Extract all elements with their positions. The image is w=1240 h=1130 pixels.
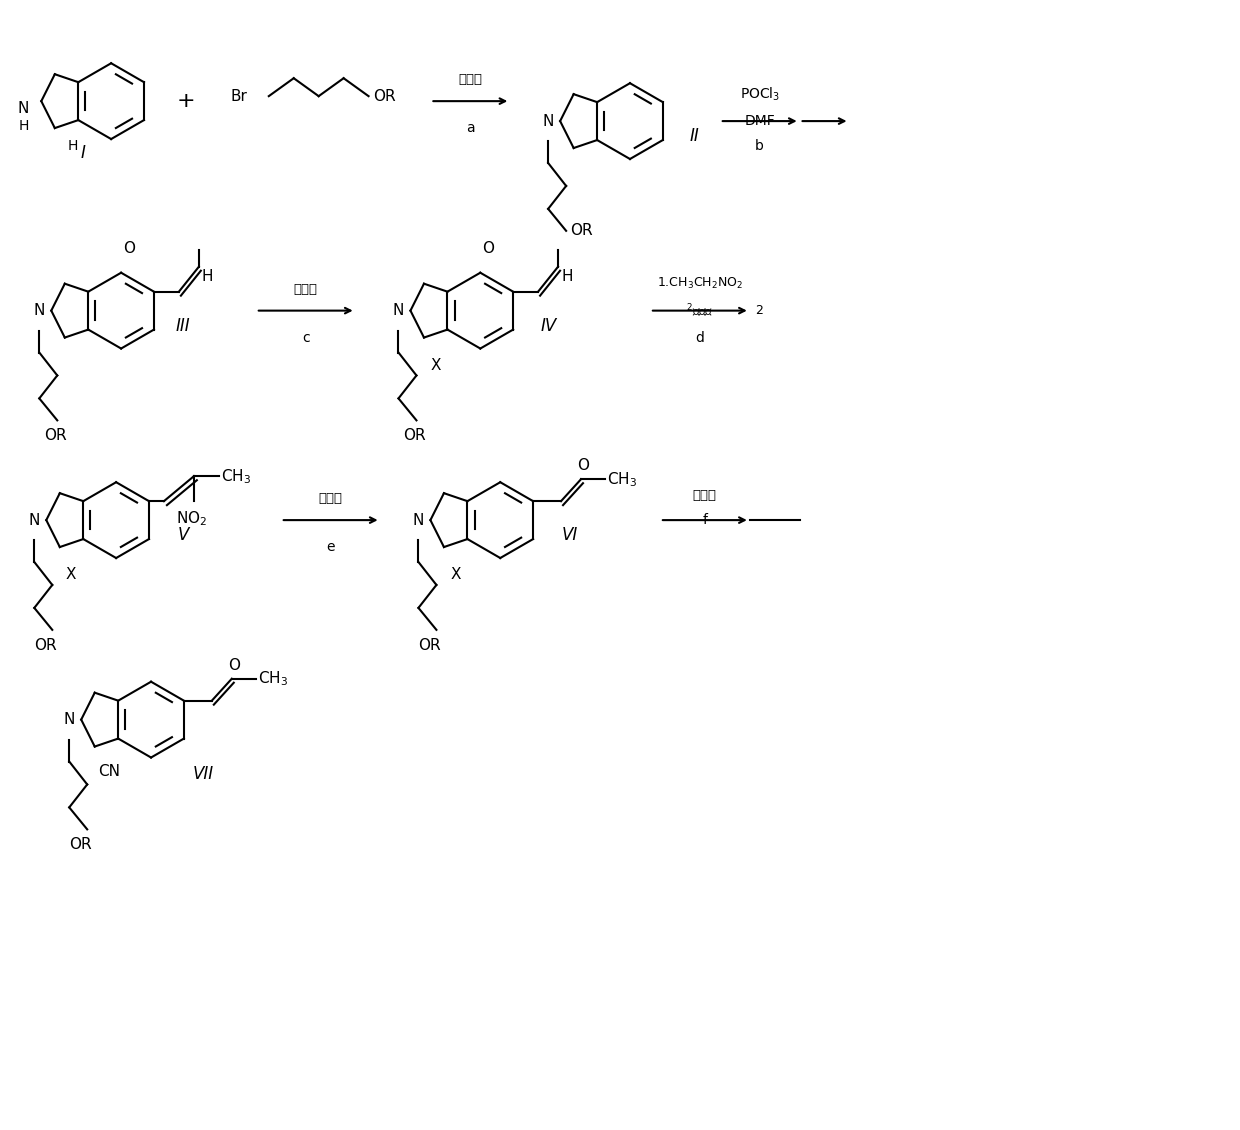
Text: OR: OR (570, 224, 593, 238)
Text: +: + (176, 92, 195, 111)
Text: OR: OR (35, 637, 57, 653)
Text: N: N (393, 303, 404, 319)
Text: N: N (542, 114, 554, 129)
Text: VII: VII (193, 765, 215, 783)
Text: H: H (68, 139, 78, 153)
Text: N: N (17, 101, 29, 115)
Text: O: O (123, 242, 135, 257)
Text: OR: OR (373, 88, 396, 104)
Text: OR: OR (45, 428, 67, 443)
Text: 氰化剂: 氰化剂 (693, 489, 717, 502)
Text: X: X (430, 358, 440, 373)
Text: I: I (81, 144, 86, 162)
Text: X: X (450, 567, 460, 582)
Text: CN: CN (98, 764, 120, 779)
Text: OR: OR (418, 637, 441, 653)
Text: O: O (577, 459, 589, 473)
Text: POCl$_3$: POCl$_3$ (739, 86, 780, 103)
Text: III: III (176, 316, 191, 334)
Text: CH$_3$: CH$_3$ (606, 470, 637, 488)
Text: 还原剂: 还原剂 (319, 493, 342, 505)
Text: DMF: DMF (744, 114, 775, 128)
Text: O: O (482, 242, 495, 257)
Text: 2: 2 (755, 304, 763, 318)
Text: N: N (29, 513, 40, 528)
Text: II: II (689, 127, 699, 145)
Text: V: V (179, 527, 190, 544)
Text: 缚酸剂: 缚酸剂 (459, 73, 482, 86)
Text: X: X (66, 567, 77, 582)
Text: NO$_2$: NO$_2$ (176, 510, 207, 528)
Text: N: N (33, 303, 45, 319)
Text: b: b (755, 139, 764, 153)
Text: H: H (202, 269, 213, 285)
Text: OR: OR (69, 837, 92, 852)
Text: H: H (19, 119, 29, 133)
Text: 1.CH$_3$CH$_2$NO$_2$: 1.CH$_3$CH$_2$NO$_2$ (657, 276, 743, 290)
Text: CH$_3$: CH$_3$ (258, 669, 288, 688)
Text: OR: OR (403, 428, 427, 443)
Text: $^2$催化剂: $^2$催化剂 (686, 302, 713, 319)
Text: c: c (301, 331, 310, 345)
Text: Br: Br (231, 88, 248, 104)
Text: VI: VI (562, 527, 578, 544)
Text: H: H (560, 269, 573, 285)
Text: 卤化剂: 卤化剂 (294, 282, 317, 296)
Text: e: e (326, 540, 335, 554)
Text: O: O (228, 658, 239, 672)
Text: a: a (466, 121, 475, 136)
Text: N: N (63, 712, 74, 727)
Text: CH$_3$: CH$_3$ (221, 467, 250, 486)
Text: IV: IV (541, 316, 557, 334)
Text: N: N (413, 513, 424, 528)
Text: f: f (702, 513, 707, 527)
Text: d: d (696, 331, 704, 345)
